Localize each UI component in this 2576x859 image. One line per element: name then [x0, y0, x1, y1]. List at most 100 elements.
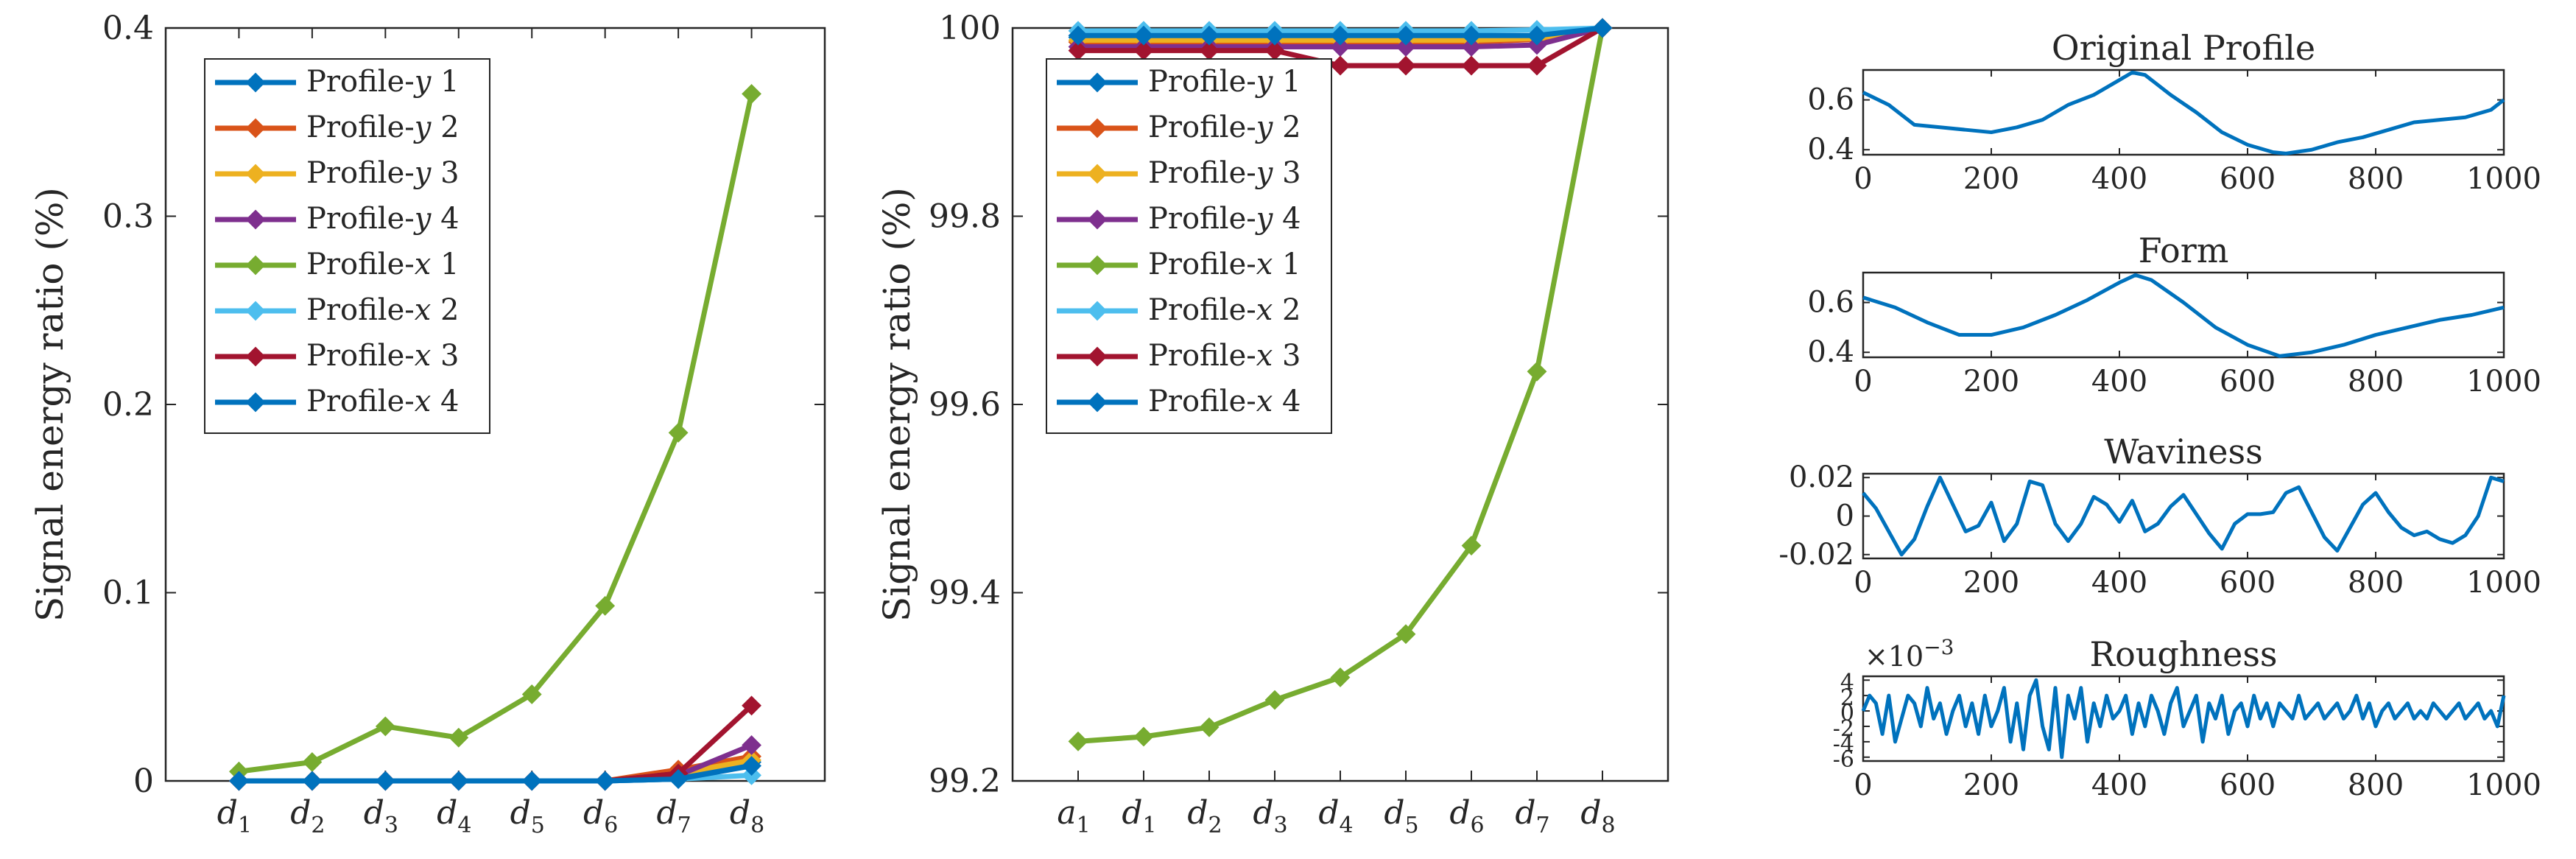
data-point-profile-y-4: [1396, 37, 1416, 57]
data-point-profile-x-3: [1527, 55, 1547, 76]
data-point-profile-x-4: [1396, 25, 1416, 46]
x-tick-label: 0: [1854, 768, 1872, 802]
y-tick-label: 0.6: [1807, 83, 1854, 117]
y-tick-label: 0: [1836, 499, 1854, 533]
x-tick-label: 0: [1854, 365, 1872, 399]
y-tick-label: 0.02: [1789, 460, 1854, 494]
y-tick-label: 99.8: [929, 198, 1001, 236]
x-tick-label-d1: d1: [217, 794, 252, 838]
legend-label-profile-y-1: Profile-y 1: [1148, 65, 1301, 99]
x-tick-label-d6: d6: [1449, 794, 1484, 838]
x-tick-label: 600: [2220, 566, 2276, 600]
legend-label-profile-x-3: Profile-x 3: [306, 339, 460, 373]
data-point-profile-x-4: [1592, 18, 1613, 38]
chart-panel-energy-approx: 99.2 99.4 99.6 99.8 100 a1 d1 d2 d3 d4 d5 d6 d7 d8 Sig…: [876, 10, 1669, 838]
legend-marker-profile-y-4: [1087, 209, 1108, 230]
legend-label-profile-x-1: Profile-x 1: [306, 248, 460, 281]
legend-label-profile-y-2: Profile-y 2: [306, 111, 460, 144]
x-tick-label: 800: [2348, 162, 2404, 196]
series-line-profile-x-1: [238, 93, 754, 774]
x-tick-label-d4: d4: [437, 794, 471, 838]
plot-area-frame: [1862, 675, 2505, 762]
y-tick-label: 0.1: [102, 575, 154, 612]
profile-line-form: [1862, 273, 2505, 358]
y-tick-label: 99.4: [929, 575, 1001, 612]
profile-line-original-profile: [1862, 70, 2505, 155]
data-point-profile-x-4: [448, 771, 469, 791]
subplot-form: Form 0 200 400 600 800 1000 0.4 0.6: [1807, 231, 2541, 399]
x-tick-label-d2: d2: [290, 794, 325, 838]
data-point-profile-x-4: [668, 769, 689, 789]
y-tick-label: 0.4: [1807, 335, 1854, 369]
legend-marker-profile-x-3: [245, 346, 266, 367]
x-tick-label-a1: a1: [1057, 794, 1090, 838]
legend-box: [204, 58, 490, 434]
subplot-title-original-profile: Original Profile: [2052, 28, 2315, 68]
y-tick-label: 0: [1840, 701, 1854, 726]
y-tick-label: 2: [1840, 685, 1854, 711]
subplot-title-form: Form: [2139, 231, 2229, 270]
plot-area-frame: [1862, 69, 2505, 156]
data-point-profile-x-1: [302, 752, 323, 772]
y-axis-exponent: ×10−3: [1865, 635, 1954, 673]
legend-marker-profile-x-2: [1087, 301, 1108, 321]
data-point-profile-x-1: [1396, 624, 1416, 645]
legend-marker-profile-x-1: [1087, 255, 1108, 276]
data-point-profile-y-4: [742, 735, 761, 755]
data-point-profile-x-4: [1199, 25, 1220, 46]
x-tick-label: 0: [1854, 566, 1872, 600]
x-tick-label: 600: [2220, 162, 2276, 196]
y-axis-label: Signal energy ratio (%): [876, 187, 918, 622]
legend-label-profile-x-4: Profile-x 4: [306, 385, 460, 418]
data-point-profile-x-1: [595, 595, 616, 616]
legend-label-profile-x-4: Profile-x 4: [1148, 385, 1301, 418]
data-point-profile-x-3: [1396, 55, 1416, 76]
data-point-profile-x-4: [1527, 25, 1547, 46]
legend-marker-profile-x-4: [1087, 392, 1108, 413]
x-tick-label: 800: [2348, 365, 2404, 399]
data-point-profile-x-4: [742, 756, 761, 776]
legend-marker-profile-y-3: [245, 164, 266, 184]
data-point-profile-x-4: [521, 771, 542, 791]
data-point-profile-x-1: [1461, 536, 1482, 556]
legend-label-profile-y-4: Profile-y 4: [306, 202, 460, 236]
x-tick-label-d5: d5: [510, 794, 545, 838]
legend-marker-profile-x-3: [1087, 346, 1108, 367]
data-point-profile-x-4: [1264, 25, 1285, 46]
x-tick-label: 1000: [2466, 566, 2541, 600]
x-tick-label-d7: d7: [656, 794, 691, 838]
x-tick-label: 800: [2348, 768, 2404, 802]
series-line-profile-x-4: [239, 763, 753, 784]
legend-label-profile-x-2: Profile-x 2: [306, 293, 460, 327]
y-tick-label: -4: [1833, 732, 1854, 757]
legend-marker-profile-y-2: [245, 118, 266, 139]
legend-marker-profile-y-2: [1087, 118, 1108, 139]
data-point-profile-x-1: [742, 84, 761, 104]
legend-marker-profile-y-1: [245, 72, 266, 93]
x-tick-label: 600: [2220, 365, 2276, 399]
y-tick-label: 0: [133, 762, 154, 800]
y-tick-label: 0.6: [1807, 286, 1854, 320]
legend-label-profile-y-3: Profile-y 3: [1148, 156, 1301, 190]
x-tick-label-d6: d6: [583, 794, 618, 838]
y-tick-label: 0.3: [102, 198, 154, 236]
x-tick-label-d2: d2: [1187, 794, 1222, 838]
data-point-profile-x-4: [595, 771, 616, 791]
subplot-title-roughness: Roughness: [2089, 634, 2277, 674]
legend-marker-profile-x-4: [245, 392, 266, 413]
data-point-profile-x-4: [375, 771, 395, 791]
y-axis-label: Signal energy ratio (%): [29, 187, 71, 622]
x-tick-label: 1000: [2466, 162, 2541, 196]
x-tick-label-d7: d7: [1515, 794, 1549, 838]
legend-label-profile-y-2: Profile-y 2: [1148, 111, 1301, 144]
x-tick-label-d1: d1: [1122, 794, 1156, 838]
y-tick-label: 0.4: [102, 10, 154, 47]
y-tick-label: 0.2: [102, 386, 154, 424]
y-tick-label: 100: [939, 10, 1001, 47]
profile-line-roughness: [1861, 678, 2506, 760]
data-point-profile-x-1: [1527, 361, 1547, 382]
x-tick-label-d3: d3: [1253, 794, 1287, 838]
